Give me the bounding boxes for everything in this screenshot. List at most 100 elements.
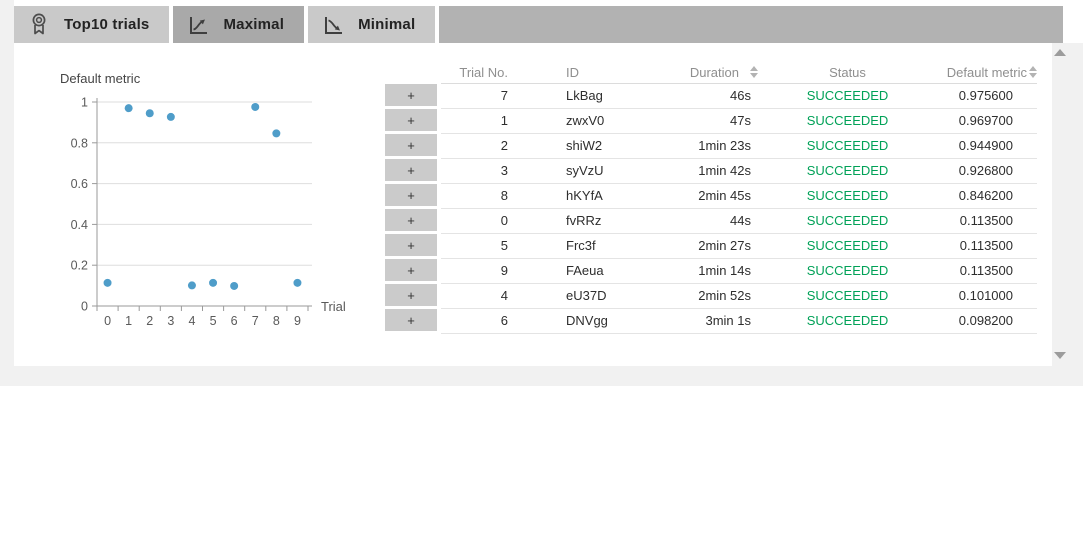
svg-text:0.6: 0.6 xyxy=(71,177,88,191)
cell-default-metric: 0.926800 xyxy=(958,163,1013,178)
cell-duration: 2min 52s xyxy=(698,288,751,303)
chart-title: Default metric xyxy=(60,71,141,86)
table-body: + 7 LkBag 46s SUCCEEDED 0.975600 + 1 zwx… xyxy=(385,84,1037,334)
cell-trial-no: 9 xyxy=(500,263,508,278)
header-id: ID xyxy=(566,64,579,80)
table-row: + 8 hKYfA 2min 45s SUCCEEDED 0.846200 xyxy=(385,184,1037,209)
scroll-down-icon[interactable] xyxy=(1054,352,1066,359)
cell-duration: 44s xyxy=(730,213,751,228)
left-margin xyxy=(0,0,14,386)
cell-status: SUCCEEDED xyxy=(806,213,889,228)
svg-text:0.8: 0.8 xyxy=(71,136,88,150)
scroll-up-icon[interactable] xyxy=(1054,49,1066,56)
cell-trial-no: 1 xyxy=(500,113,508,128)
cell-trial-no: 7 xyxy=(500,88,508,103)
tab-bar: Top10 trials Maximal Minimal xyxy=(14,6,1064,43)
content-panel: Default metric 0 0.2 0.4 0.6 0.8 1 0 1 2 3 4 5 6 7 8 9 T… xyxy=(14,43,1052,366)
header-trial-no: Trial No. xyxy=(459,64,508,80)
cell-id: LkBag xyxy=(566,88,603,103)
cell-trial-no: 0 xyxy=(500,213,508,228)
scrollbar-track[interactable] xyxy=(1052,43,1083,366)
cell-duration: 2min 45s xyxy=(698,188,751,203)
cell-id: Frc3f xyxy=(566,238,596,253)
table-row: + 0 fvRRz 44s SUCCEEDED 0.113500 xyxy=(385,209,1037,234)
cell-id: hKYfA xyxy=(566,188,603,203)
cell-status: SUCCEEDED xyxy=(806,288,889,303)
cell-duration: 1min 42s xyxy=(698,163,751,178)
cell-duration: 2min 27s xyxy=(698,238,751,253)
trials-table: Trial No. ID Duration Status Default met… xyxy=(385,60,1037,334)
svg-text:4: 4 xyxy=(188,314,195,328)
expand-row-button[interactable]: + xyxy=(385,134,437,156)
svg-text:1: 1 xyxy=(125,314,132,328)
page-background-band xyxy=(0,366,1083,386)
expand-row-button[interactable]: + xyxy=(385,259,437,281)
svg-text:8: 8 xyxy=(273,314,280,328)
svg-text:1: 1 xyxy=(81,96,88,110)
cell-default-metric: 0.113500 xyxy=(959,238,1013,253)
cell-status: SUCCEEDED xyxy=(806,238,889,253)
tab-maximal[interactable]: Maximal xyxy=(173,6,305,43)
cell-default-metric: 0.975600 xyxy=(958,88,1013,103)
table-row: + 6 DNVgg 3min 1s SUCCEEDED 0.098200 xyxy=(385,309,1037,334)
tab-top10-trials[interactable]: Top10 trials xyxy=(14,6,170,43)
table-row: + 4 eU37D 2min 52s SUCCEEDED 0.101000 xyxy=(385,284,1037,309)
svg-text:Trial: Trial xyxy=(321,299,346,314)
cell-default-metric: 0.113500 xyxy=(959,263,1013,278)
cell-id: FAeua xyxy=(566,263,604,278)
expand-row-button[interactable]: + xyxy=(385,184,437,206)
cell-status: SUCCEEDED xyxy=(806,113,889,128)
cell-status: SUCCEEDED xyxy=(806,188,889,203)
cell-trial-no: 8 xyxy=(500,188,508,203)
expand-row-button[interactable]: + xyxy=(385,159,437,181)
cell-trial-no: 2 xyxy=(500,138,508,153)
header-duration[interactable]: Duration xyxy=(646,65,765,80)
tab-label: Maximal xyxy=(223,16,285,33)
tab-label: Top10 trials xyxy=(64,16,150,33)
cell-default-metric: 0.098200 xyxy=(958,313,1013,328)
expand-row-button[interactable]: + xyxy=(385,309,437,331)
header-status: Status xyxy=(829,64,866,80)
sort-icon-default-metric[interactable] xyxy=(1029,66,1037,78)
table-header-row: Trial No. ID Duration Status Default met… xyxy=(385,60,1037,84)
tab-minimal[interactable]: Minimal xyxy=(308,6,436,43)
expand-row-button[interactable]: + xyxy=(385,209,437,231)
cell-duration: 46s xyxy=(730,88,751,103)
cell-duration: 47s xyxy=(730,113,751,128)
cell-id: DNVgg xyxy=(566,313,608,328)
cell-status: SUCCEEDED xyxy=(806,163,889,178)
cell-trial-no: 3 xyxy=(500,163,508,178)
table-row: + 1 zwxV0 47s SUCCEEDED 0.969700 xyxy=(385,109,1037,134)
expand-row-button[interactable]: + xyxy=(385,234,437,256)
svg-text:0: 0 xyxy=(81,300,88,314)
cell-id: syVzU xyxy=(566,163,604,178)
expand-row-button[interactable]: + xyxy=(385,284,437,306)
table-row: + 2 shiW2 1min 23s SUCCEEDED 0.944900 xyxy=(385,134,1037,159)
cell-status: SUCCEEDED xyxy=(806,263,889,278)
table-row: + 5 Frc3f 2min 27s SUCCEEDED 0.113500 xyxy=(385,234,1037,259)
cell-status: SUCCEEDED xyxy=(806,138,889,153)
cell-id: eU37D xyxy=(566,288,607,303)
expand-row-button[interactable]: + xyxy=(385,109,437,131)
cell-id: fvRRz xyxy=(566,213,602,228)
svg-text:0.2: 0.2 xyxy=(71,259,88,273)
svg-text:5: 5 xyxy=(210,314,217,328)
header-default-metric[interactable]: Default metric xyxy=(930,65,1037,80)
cell-id: zwxV0 xyxy=(566,113,605,128)
sort-icon-duration[interactable] xyxy=(750,66,759,78)
expand-row-button[interactable]: + xyxy=(385,84,437,106)
tab-label: Minimal xyxy=(358,16,416,33)
tab-bar-filler xyxy=(439,6,1064,43)
svg-text:3: 3 xyxy=(167,314,174,328)
cell-status: SUCCEEDED xyxy=(806,88,889,103)
cell-duration: 1min 14s xyxy=(698,263,751,278)
cell-default-metric: 0.113500 xyxy=(959,213,1013,228)
table-row: + 7 LkBag 46s SUCCEEDED 0.975600 xyxy=(385,84,1037,109)
svg-text:0: 0 xyxy=(104,314,111,328)
table-row: + 9 FAeua 1min 14s SUCCEEDED 0.113500 xyxy=(385,259,1037,284)
cell-id: shiW2 xyxy=(566,138,603,153)
trend-up-icon xyxy=(190,16,208,34)
svg-text:7: 7 xyxy=(252,314,259,328)
svg-text:6: 6 xyxy=(231,314,238,328)
